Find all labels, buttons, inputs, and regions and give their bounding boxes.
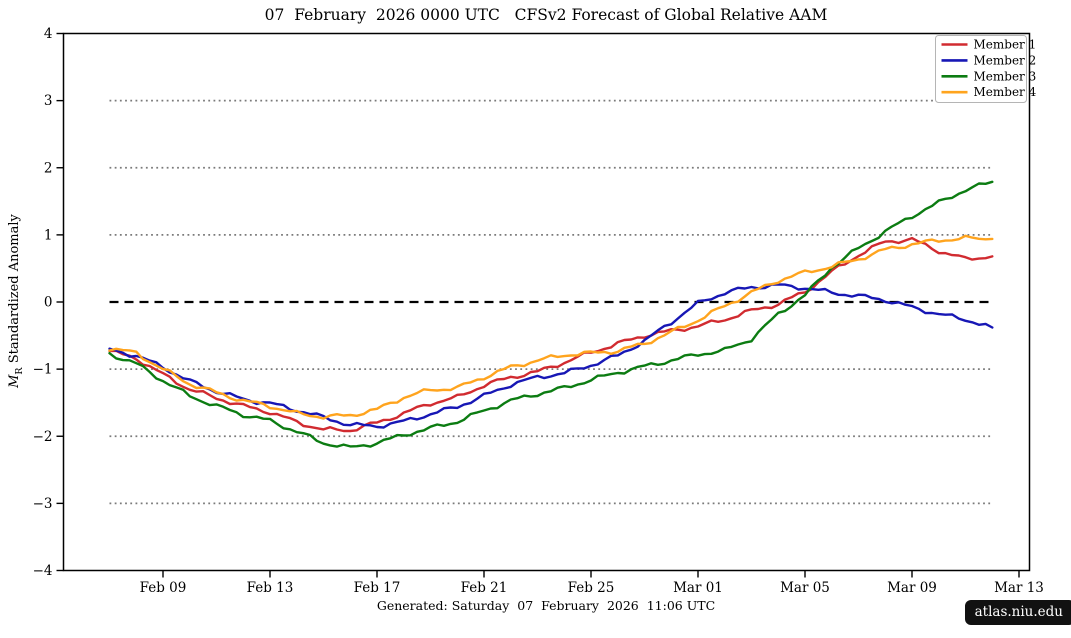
legend-label: Member 4	[974, 85, 1037, 99]
legend-label: Member 3	[974, 69, 1037, 83]
y-tick-label: 2	[44, 160, 53, 176]
y-tick-label: 3	[44, 93, 53, 109]
series-line-member-1	[108, 236, 994, 433]
chart-title: 07 February 2026 0000 UTC CFSv2 Forecast…	[264, 6, 828, 24]
y-tick-label: −2	[33, 429, 53, 445]
atlas-niu-badge: atlas.niu.edu	[964, 600, 1071, 625]
x-tick-label: Mar 01	[673, 580, 723, 596]
series-line-member-4	[108, 234, 994, 420]
x-tick-label: Mar 09	[887, 580, 937, 596]
x-axis: Feb 09 Feb 13 Feb 17 Feb 21 Feb 25 Mar 01 Mar …	[140, 570, 1044, 596]
y-tick-label: 0	[44, 295, 53, 311]
x-tick-label: Mar 05	[780, 580, 830, 596]
gridlines	[109, 99, 993, 505]
generated-timestamp: Generated: Saturday 07 February 2026 11:…	[376, 598, 716, 613]
legend-box	[935, 35, 1027, 103]
y-tick-label: 1	[44, 227, 53, 243]
legend-label: Member 1	[974, 38, 1037, 52]
y-tick-label: −3	[33, 496, 53, 512]
series-lines	[108, 180, 994, 448]
y-tick-label: −4	[33, 563, 53, 579]
series-line-member-3	[108, 180, 994, 448]
series-line-member-2	[108, 283, 994, 429]
legend-label: Member 2	[974, 53, 1037, 67]
y-tick-label: 4	[44, 26, 53, 42]
x-tick-label: Feb 13	[247, 580, 294, 596]
y-tick-label: −1	[33, 362, 53, 378]
x-tick-label: Feb 25	[568, 580, 615, 596]
x-tick-label: Feb 17	[354, 580, 401, 596]
y-axis: 4 3 2 1 0 −1 −2 −3 −4	[33, 26, 64, 579]
x-tick-label: Mar 13	[994, 580, 1044, 596]
x-tick-label: Feb 09	[140, 580, 187, 596]
x-tick-label: Feb 21	[461, 580, 508, 596]
